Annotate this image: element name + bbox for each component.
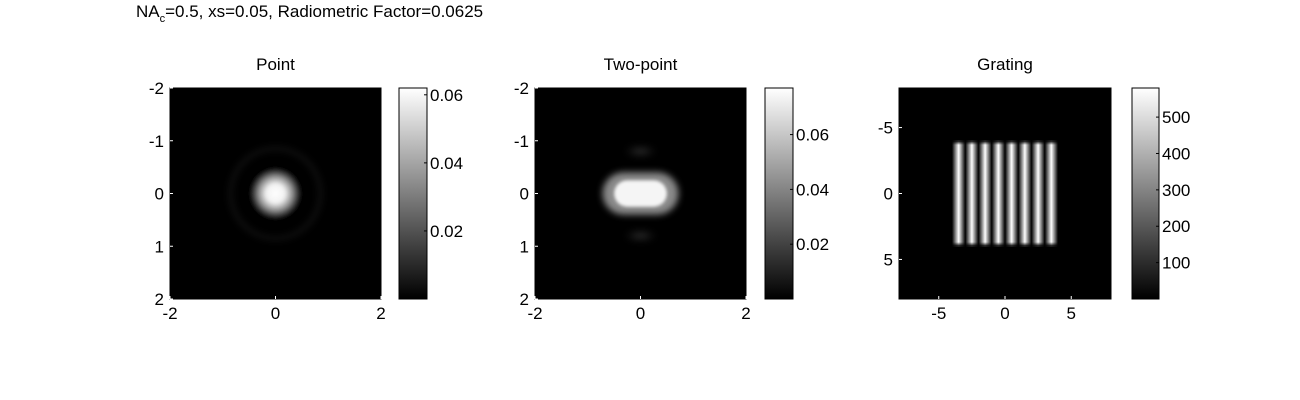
colorbar [1131,87,1160,300]
x-tick-label: -2 [162,304,177,323]
x-tick-label: 2 [376,304,385,323]
x-tick-label: 0 [636,304,645,323]
airy-ring [228,146,323,241]
x-tick-label: 5 [1067,304,1076,323]
colorbar-tick-label: 0.02 [796,235,829,254]
panel-grating: Grating -5 0 5 -5 0 5 100 200 300 400 500 [878,55,1191,323]
x-tick-label: -2 [527,304,542,323]
colorbar-tick-label: 500 [1162,108,1190,127]
image-content [602,144,679,243]
x-tick-label: 2 [741,304,750,323]
colorbar-tick-label: 0.06 [796,126,829,145]
y-tick-label: -2 [149,79,164,98]
title-main: NA [136,2,160,21]
y-tick-label: 2 [155,290,164,309]
colorbar-tick-label: 400 [1162,144,1190,163]
colorbar [398,87,428,300]
colorbar-tick-label: 0.04 [796,180,829,199]
y-tick-label: 0 [520,185,529,204]
x-tick-label: 0 [1000,304,1009,323]
psf-spot [249,167,302,220]
colorbar-tick-label: 0.04 [430,154,463,173]
colorbar-tick-label: 300 [1162,181,1190,200]
y-tick-label: 0 [884,185,893,204]
panel-title: Point [256,55,295,74]
y-tick-label: 1 [155,237,164,256]
image-content [228,146,323,241]
x-tick-label: -5 [931,304,946,323]
y-tick-label: 1 [520,237,529,256]
colorbar [764,87,794,300]
colorbar-tick-label: 0.06 [430,86,463,105]
colorbar-tick-label: 100 [1162,254,1190,273]
psf-core [614,180,667,207]
y-tick-label: 5 [884,250,893,269]
colorbar-tick-label: 200 [1162,217,1190,236]
y-tick-label: -1 [149,132,164,151]
colorbar-tick-label: 0.02 [430,222,463,241]
figure-title: NAc=0.5, xs=0.05, Radiometric Factor=0.0… [136,2,483,25]
panel-title: Two-point [604,55,678,74]
side-lobe [624,229,657,243]
y-tick-label: -2 [514,79,529,98]
grating-edge-fade [952,140,1058,247]
side-lobe [624,144,657,158]
title-rest: =0.5, xs=0.05, Radiometric Factor=0.0625 [165,2,484,21]
panel-title: Grating [977,55,1033,74]
title-subscript: c [159,13,166,25]
y-tick-label: 2 [520,290,529,309]
y-tick-label: 0 [155,185,164,204]
image-content [952,140,1058,247]
x-tick-label: 0 [271,304,280,323]
y-tick-label: -5 [878,119,893,138]
y-tick-label: -1 [514,132,529,151]
